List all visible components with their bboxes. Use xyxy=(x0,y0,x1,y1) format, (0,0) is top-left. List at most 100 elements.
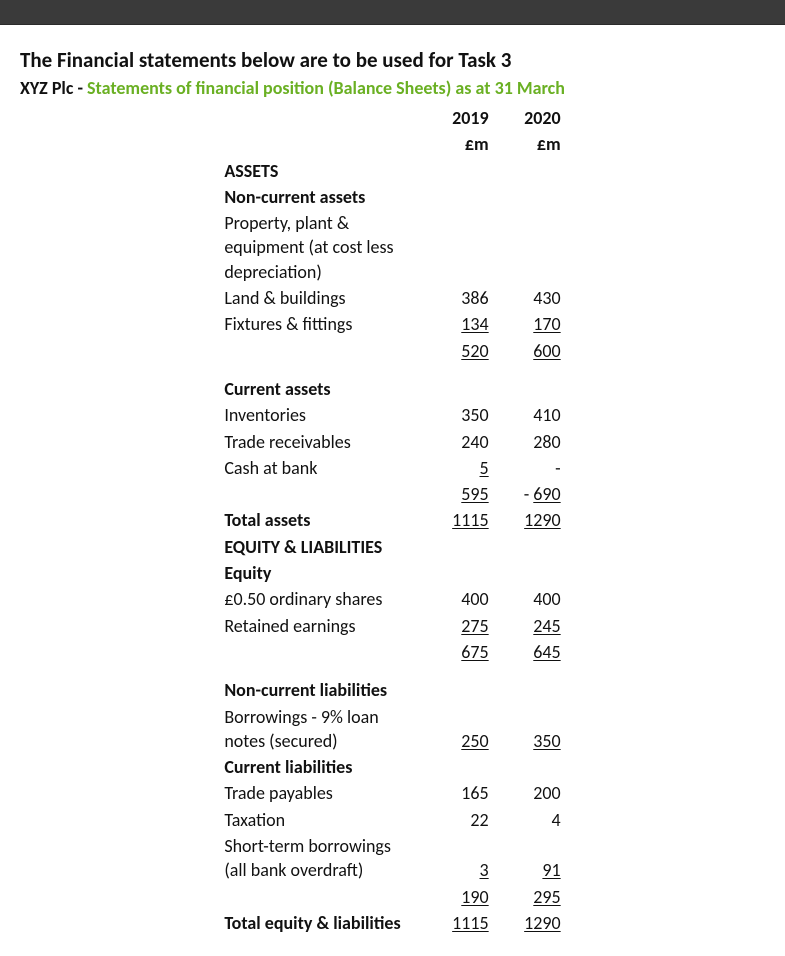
row-value-2019: 240 xyxy=(421,429,493,455)
table-row: Borrowings - 9% loan notes (secured)2503… xyxy=(20,704,765,755)
row-value-2019 xyxy=(421,560,493,586)
row-value-2020: 645 xyxy=(493,639,565,665)
row-value-2019: 134 xyxy=(421,311,493,337)
table-row: Current liabilities xyxy=(20,754,765,780)
company-name: XYZ Plc xyxy=(20,77,73,99)
row-label: Trade receivables xyxy=(220,429,420,455)
row-value-2019: 675 xyxy=(421,639,493,665)
col-unit-1: £m xyxy=(421,131,493,157)
row-value-2019 xyxy=(421,184,493,210)
row-label: EQUITY & LIABILITIES xyxy=(220,534,420,560)
row-label xyxy=(220,884,420,910)
row-value-2020: 295 xyxy=(493,884,565,910)
row-value-2020 xyxy=(493,534,565,560)
table-row: EQUITY & LIABILITIES xyxy=(20,534,765,560)
row-value-2019 xyxy=(421,210,493,285)
row-value-2019 xyxy=(421,158,493,184)
table-row: Equity xyxy=(20,560,765,586)
table-row: Fixtures & fittings134170 xyxy=(20,311,765,337)
row-value-2020 xyxy=(493,210,565,285)
row-value-2020: 1290 xyxy=(493,507,565,533)
row-value-2019: 22 xyxy=(421,807,493,833)
row-label: ASSETS xyxy=(220,158,420,184)
row-label: Total equity & liabilities xyxy=(220,910,420,936)
row-label xyxy=(220,639,420,665)
row-label: Trade payables xyxy=(220,780,420,806)
row-value-2020 xyxy=(493,158,565,184)
row-label xyxy=(220,338,420,364)
row-value-2020: 600 xyxy=(493,338,565,364)
table-row: Non-current liabilities xyxy=(20,677,765,703)
table-row: Current assets xyxy=(20,376,765,402)
row-label: Inventories xyxy=(220,402,420,428)
table-row: 595- 690 xyxy=(20,481,765,507)
page-title: The Financial statements below are to be… xyxy=(20,47,765,73)
table-row: Trade receivables240280 xyxy=(20,429,765,455)
year-header-row: 2019 2020 xyxy=(20,105,765,131)
table-row: 520600 xyxy=(20,338,765,364)
row-label: £0.50 ordinary shares xyxy=(220,586,420,612)
table-row: Total equity & liabilities11151290 xyxy=(20,910,765,936)
row-value-2020: 350 xyxy=(493,704,565,755)
row-value-2019: 386 xyxy=(421,285,493,311)
row-value-2019 xyxy=(421,677,493,703)
row-value-2020 xyxy=(493,184,565,210)
subtitle-dash: - xyxy=(73,77,87,99)
row-value-2020: 200 xyxy=(493,780,565,806)
table-row: 675645 xyxy=(20,639,765,665)
row-label: Current liabilities xyxy=(220,754,420,780)
row-value-2019: 400 xyxy=(421,586,493,612)
row-value-2020 xyxy=(493,376,565,402)
row-value-2020: 4 xyxy=(493,807,565,833)
table-row: 190295 xyxy=(20,884,765,910)
page-subtitle: XYZ Plc - Statements of financial positi… xyxy=(20,77,765,99)
table-row: Short-term borrowings (all bank overdraf… xyxy=(20,833,765,884)
row-value-2020: 280 xyxy=(493,429,565,455)
row-label xyxy=(220,481,420,507)
row-label: Non-current assets xyxy=(220,184,420,210)
row-label: Taxation xyxy=(220,807,420,833)
row-value-2020: 1290 xyxy=(493,910,565,936)
table-row: Retained earnings275245 xyxy=(20,613,765,639)
table-row: Trade payables165200 xyxy=(20,780,765,806)
table-row: ASSETS xyxy=(20,158,765,184)
row-label: Land & buildings xyxy=(220,285,420,311)
table-row: Taxation224 xyxy=(20,807,765,833)
row-value-2019: 5 xyxy=(421,455,493,481)
row-value-2019: 1115 xyxy=(421,507,493,533)
table-row: Land & buildings386430 xyxy=(20,285,765,311)
row-value-2020 xyxy=(493,560,565,586)
row-value-2020: 410 xyxy=(493,402,565,428)
balance-sheet-table: 2019 2020 £m £m ASSETSNon-current assets… xyxy=(20,105,765,936)
row-value-2019: 1115 xyxy=(421,910,493,936)
document-page: The Financial statements below are to be… xyxy=(0,25,785,956)
row-label: Borrowings - 9% loan notes (secured) xyxy=(220,704,420,755)
row-value-2020: 430 xyxy=(493,285,565,311)
row-value-2020 xyxy=(493,677,565,703)
table-row: Non-current assets xyxy=(20,184,765,210)
row-label: Retained earnings xyxy=(220,613,420,639)
row-value-2019 xyxy=(421,376,493,402)
row-value-2019: 350 xyxy=(421,402,493,428)
table-row: £0.50 ordinary shares400400 xyxy=(20,586,765,612)
row-value-2019 xyxy=(421,534,493,560)
table-row xyxy=(20,364,765,376)
row-value-2019: 165 xyxy=(421,780,493,806)
row-label: Current assets xyxy=(220,376,420,402)
table-row: Inventories350410 xyxy=(20,402,765,428)
col-year-1: 2019 xyxy=(421,105,493,131)
table-row xyxy=(20,665,765,677)
unit-header-row: £m £m xyxy=(20,131,765,157)
row-label: Fixtures & fittings xyxy=(220,311,420,337)
row-value-2019: 520 xyxy=(421,338,493,364)
table-row: Total assets11151290 xyxy=(20,507,765,533)
row-label: Non-current liabilities xyxy=(220,677,420,703)
row-value-2020: - xyxy=(493,455,565,481)
row-value-2019: 250 xyxy=(421,704,493,755)
table-row: Property, plant & equipment (at cost les… xyxy=(20,210,765,285)
row-label: Equity xyxy=(220,560,420,586)
row-value-2019 xyxy=(421,754,493,780)
row-label: Cash at bank xyxy=(220,455,420,481)
row-value-2019: 3 xyxy=(421,833,493,884)
row-label: Short-term borrowings (all bank overdraf… xyxy=(220,833,420,884)
